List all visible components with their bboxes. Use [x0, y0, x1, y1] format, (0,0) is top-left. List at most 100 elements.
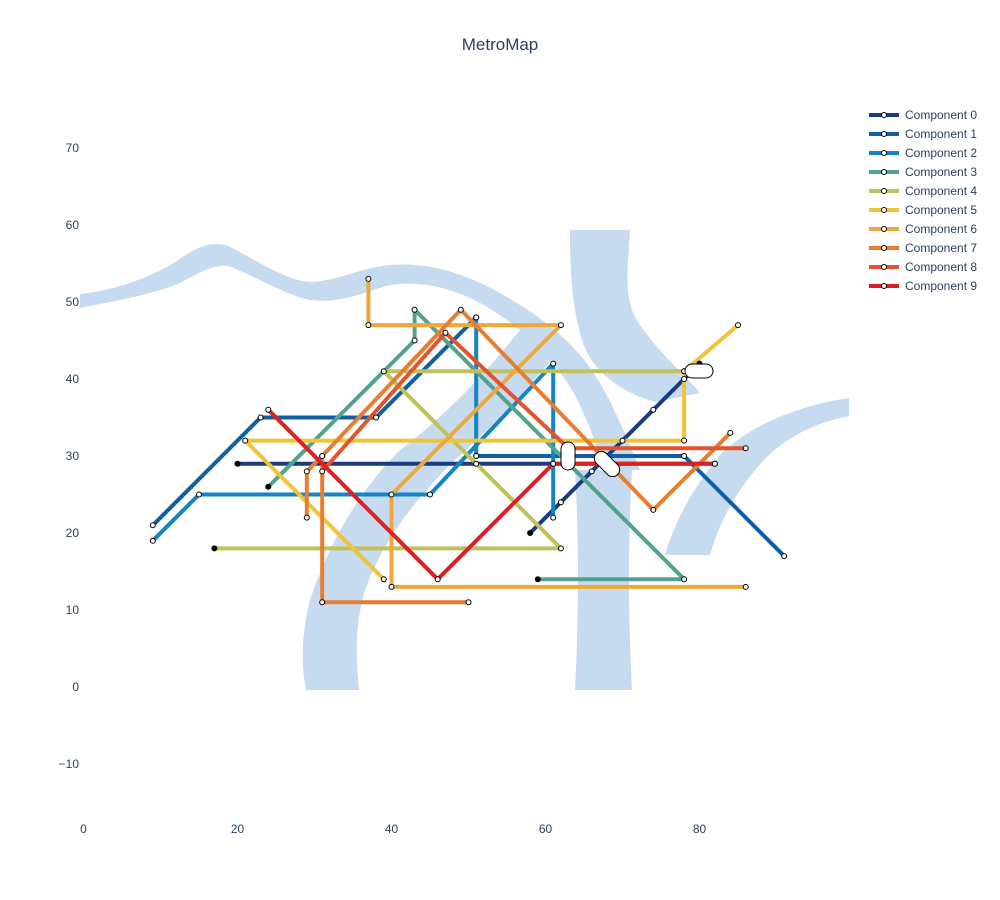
station-point[interactable] [319, 599, 326, 606]
y-tick-label: 40 [66, 372, 80, 386]
metro-stations [149, 275, 788, 606]
station-point[interactable] [319, 453, 326, 459]
station-point[interactable] [373, 414, 380, 421]
station-point[interactable] [411, 337, 418, 344]
station-point[interactable] [681, 376, 688, 382]
y-tick-label: 20 [66, 526, 80, 540]
river-southwest-branch [302, 330, 560, 690]
station-point[interactable] [557, 499, 564, 506]
x-tick-label: 40 [385, 822, 399, 836]
legend-marker [881, 245, 887, 251]
station-point[interactable] [727, 429, 734, 436]
station-point[interactable] [619, 437, 626, 444]
station-point[interactable] [550, 460, 557, 467]
station-point[interactable] [550, 360, 557, 367]
legend-marker [881, 283, 887, 289]
y-tick-label: 30 [66, 449, 80, 463]
station-point[interactable] [473, 314, 480, 321]
station-point[interactable] [473, 453, 480, 459]
x-tick-label: 20 [231, 822, 245, 836]
station-point[interactable] [257, 414, 264, 421]
station-point[interactable] [411, 306, 418, 313]
station-point[interactable] [457, 306, 464, 313]
river-east-branch [665, 398, 849, 555]
legend-label[interactable]: Component 9 [905, 279, 977, 293]
station-point[interactable] [242, 437, 249, 444]
metro-line-component-7[interactable] [320, 307, 733, 512]
station-point[interactable] [388, 491, 395, 498]
legend-label[interactable]: Component 0 [905, 108, 977, 122]
station-point[interactable] [319, 468, 326, 475]
interchange-markers [560, 363, 714, 478]
y-tick-label: 60 [66, 218, 80, 232]
station-point[interactable] [527, 530, 534, 536]
metro-line-component-1[interactable] [150, 315, 479, 528]
interchange-marker [560, 441, 576, 471]
station-point[interactable] [365, 275, 372, 282]
legend-marker [881, 264, 887, 270]
axes: 0 20 40 60 80 −10 0 10 20 30 40 50 60 70 [59, 141, 707, 836]
legend-marker [881, 188, 887, 194]
station-point[interactable] [650, 506, 657, 513]
station-point[interactable] [149, 522, 156, 529]
y-tick-label: −10 [59, 757, 80, 771]
station-point[interactable] [149, 537, 156, 544]
y-tick-label: 70 [66, 141, 80, 155]
station-point[interactable] [711, 460, 718, 467]
station-point[interactable] [473, 460, 480, 467]
station-point[interactable] [427, 491, 433, 498]
y-tick-label: 10 [66, 603, 80, 617]
station-point[interactable] [681, 453, 688, 459]
metro-line-component-8[interactable] [320, 330, 748, 474]
interchange-marker [593, 450, 621, 478]
legend-marker [881, 131, 887, 137]
legend: Component 0 Component 1 Component 2 Compone… [869, 108, 977, 293]
station-point[interactable] [588, 468, 595, 475]
station-point[interactable] [303, 468, 310, 475]
legend-label[interactable]: Component 2 [905, 146, 977, 160]
y-tick-label: 0 [72, 680, 79, 694]
river-north-branch [570, 230, 700, 402]
station-point[interactable] [365, 322, 372, 329]
legend-label[interactable]: Component 5 [905, 203, 977, 217]
legend-marker [881, 169, 887, 175]
legend-label[interactable]: Component 6 [905, 222, 977, 236]
river-west-branch [80, 243, 640, 470]
station-point[interactable] [211, 545, 218, 552]
y-tick-label: 50 [66, 295, 80, 309]
legend-marker [881, 207, 887, 213]
legend-label[interactable]: Component 8 [905, 260, 977, 274]
legend-label[interactable]: Component 3 [905, 165, 977, 179]
station-point[interactable] [681, 437, 688, 444]
station-point[interactable] [781, 553, 788, 560]
station-point[interactable] [434, 576, 441, 583]
station-point[interactable] [557, 322, 564, 329]
station-point[interactable] [196, 491, 202, 498]
station-point[interactable] [465, 599, 472, 606]
metro-line-component-9[interactable] [266, 407, 717, 582]
station-point[interactable] [534, 576, 541, 583]
station-point[interactable] [442, 329, 449, 336]
station-point[interactable] [650, 406, 657, 413]
legend-label[interactable]: Component 1 [905, 127, 977, 141]
station-point[interactable] [380, 576, 387, 583]
station-point[interactable] [557, 545, 564, 552]
station-point[interactable] [234, 460, 241, 467]
legend-marker [881, 150, 887, 156]
station-point[interactable] [742, 583, 749, 590]
station-point[interactable] [735, 322, 741, 329]
station-point[interactable] [388, 583, 395, 590]
metro-line-component-6[interactable] [366, 276, 748, 589]
x-tick-label: 80 [693, 822, 707, 836]
station-point[interactable] [550, 514, 557, 521]
station-point[interactable] [303, 514, 310, 521]
station-point[interactable] [742, 445, 749, 452]
legend-label[interactable]: Component 7 [905, 241, 977, 255]
legend-label[interactable]: Component 4 [905, 184, 977, 198]
station-point[interactable] [380, 368, 387, 375]
metro-line-component-4[interactable] [212, 369, 687, 551]
station-point[interactable] [265, 483, 272, 490]
station-point[interactable] [265, 406, 272, 413]
station-point[interactable] [681, 576, 688, 583]
